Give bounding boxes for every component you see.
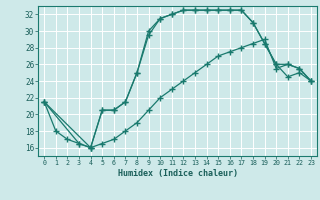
X-axis label: Humidex (Indice chaleur): Humidex (Indice chaleur) xyxy=(118,169,238,178)
